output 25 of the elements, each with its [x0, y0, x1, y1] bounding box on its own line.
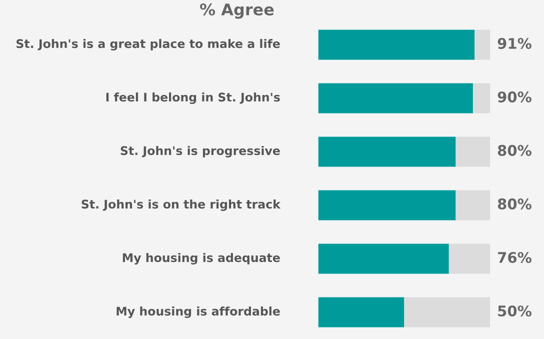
data-label: 80%: [498, 198, 532, 210]
y-tick-label: St. John's is on the right track: [82, 199, 281, 211]
bar: [474, 30, 490, 60]
bar: [472, 83, 490, 114]
bar: [456, 136, 490, 167]
data-label: 76%: [498, 252, 532, 263]
bar: [318, 190, 456, 220]
y-tick-label: My housing is adequate: [122, 252, 280, 264]
bar: [456, 190, 490, 220]
bar: [318, 30, 475, 60]
bar: [318, 136, 456, 167]
bar: [448, 244, 490, 274]
bar: [318, 244, 449, 274]
y-tick-label: My housing is affordable: [116, 306, 280, 318]
y-tick-label: St. John's is progressive: [120, 146, 280, 158]
y-tick-label: I feel I belong in St. John's: [106, 92, 280, 104]
bar: [318, 297, 404, 328]
data-label: 90%: [498, 91, 532, 102]
data-label: 91%: [498, 38, 532, 49]
data-label: 80%: [498, 144, 532, 156]
y-tick-label: St. John's is a great place to make a life: [16, 38, 280, 50]
bar: [318, 83, 473, 114]
data-label: 50%: [498, 305, 532, 316]
chart-title: % Agree: [200, 3, 274, 19]
bar: [404, 297, 490, 328]
